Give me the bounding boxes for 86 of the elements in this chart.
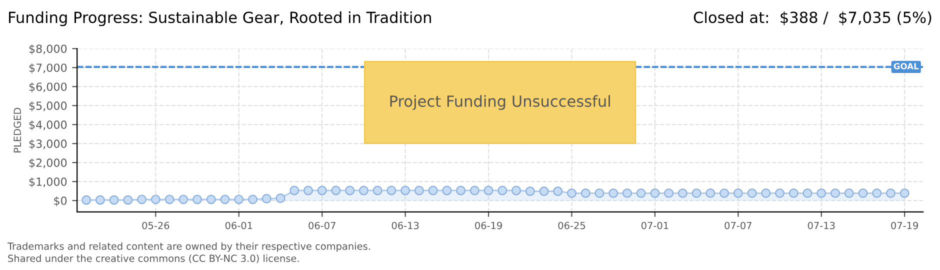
point xyxy=(512,186,521,196)
point xyxy=(567,188,576,198)
point xyxy=(525,186,535,196)
point xyxy=(580,188,590,198)
y-tick-label: $2,000 xyxy=(29,158,67,168)
point xyxy=(830,188,840,198)
x-tick-label: 06-13 xyxy=(392,222,419,230)
point xyxy=(733,188,743,198)
chart-subtitle: Closed at: $388 / $7,035 (5%) xyxy=(694,11,932,26)
point xyxy=(594,188,604,198)
point xyxy=(262,194,272,204)
x-tick-label: 06-07 xyxy=(308,222,336,230)
point xyxy=(802,188,812,198)
point xyxy=(747,188,757,198)
point xyxy=(470,186,480,196)
point xyxy=(386,186,396,196)
point xyxy=(234,194,244,204)
point xyxy=(900,188,910,198)
point xyxy=(539,186,549,196)
y-tick-label: $1,000 xyxy=(29,177,67,188)
point xyxy=(872,188,882,198)
point xyxy=(317,186,327,196)
x-tick-label: 06-19 xyxy=(475,222,502,230)
point xyxy=(484,186,494,196)
point xyxy=(164,194,174,204)
point xyxy=(414,186,424,196)
annotation: Project Funding Unsuccessful xyxy=(390,95,610,110)
point xyxy=(150,194,160,204)
x-tick-label: 05-26 xyxy=(142,222,170,230)
point xyxy=(788,188,798,198)
x-tick-label: 06-25 xyxy=(558,222,586,230)
point xyxy=(844,188,854,198)
point xyxy=(304,186,313,196)
y-tick-label: $6,000 xyxy=(29,82,67,92)
point xyxy=(775,188,784,198)
point xyxy=(706,188,716,198)
point xyxy=(95,195,105,205)
point xyxy=(331,186,341,196)
point xyxy=(137,194,147,204)
point xyxy=(608,188,618,198)
point xyxy=(456,186,466,196)
point xyxy=(220,194,230,204)
point xyxy=(178,194,188,204)
point xyxy=(858,188,868,198)
point xyxy=(400,186,410,196)
point xyxy=(82,195,92,205)
text: Shared under the creative commons (CC BY-NC 3.0) license. xyxy=(8,254,299,264)
point xyxy=(109,195,119,205)
chart-title: Funding Progress: Sustainable Gear, Rooted in Tradition xyxy=(9,11,431,26)
point xyxy=(636,188,646,198)
y-tick-label: $7,000 xyxy=(29,63,67,74)
y-tick-label: $0 xyxy=(54,196,67,206)
point xyxy=(345,186,355,196)
x-tick-label: 07-13 xyxy=(808,222,835,230)
y-tick-label: $3,000 xyxy=(29,139,67,150)
point xyxy=(886,188,896,198)
x-tick-label: 06-01 xyxy=(225,222,252,230)
ref-line-label: GOAL xyxy=(894,63,919,70)
point xyxy=(428,186,438,196)
point xyxy=(761,188,771,198)
y-tick-label: $4,000 xyxy=(29,120,67,130)
y-axis-title: PLEDGED xyxy=(14,108,22,152)
point xyxy=(692,188,702,198)
point xyxy=(248,194,258,204)
point xyxy=(553,186,563,196)
point xyxy=(678,188,688,198)
point xyxy=(358,186,368,196)
x-tick-label: 07-01 xyxy=(641,222,668,230)
point xyxy=(372,186,382,196)
point xyxy=(498,186,508,196)
point xyxy=(720,188,730,198)
point xyxy=(192,194,202,204)
text: Trademarks and related content are owned by their respective companies. xyxy=(7,242,370,252)
y-tick-label: $8,000 xyxy=(29,44,67,54)
point xyxy=(650,188,660,198)
point xyxy=(290,186,300,196)
point xyxy=(442,186,452,196)
point xyxy=(276,194,286,203)
point xyxy=(622,188,632,198)
point xyxy=(206,194,216,204)
point xyxy=(123,195,133,205)
x-tick-label: 07-19 xyxy=(891,222,918,230)
x-tick-label: 07-07 xyxy=(724,222,752,230)
point xyxy=(664,188,674,198)
point xyxy=(816,188,826,198)
y-tick-label: $5,000 xyxy=(29,101,67,112)
